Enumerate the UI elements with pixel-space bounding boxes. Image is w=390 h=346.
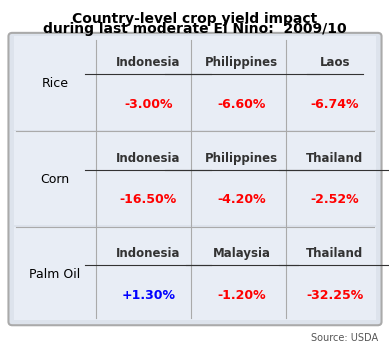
Text: Indonesia: Indonesia	[116, 56, 181, 70]
Text: -6.60%: -6.60%	[218, 98, 266, 111]
Text: -16.50%: -16.50%	[120, 193, 177, 207]
Text: Corn: Corn	[41, 173, 70, 185]
Bar	[14, 36, 376, 130]
Text: -4.20%: -4.20%	[217, 193, 266, 207]
Text: Thailand: Thailand	[306, 152, 363, 165]
Text: during last moderate El Nino:  2009/10: during last moderate El Nino: 2009/10	[43, 22, 347, 36]
Bar	[14, 131, 376, 225]
Bar	[14, 227, 376, 320]
Text: Country-level crop yield impact: Country-level crop yield impact	[73, 12, 317, 26]
Text: Indonesia: Indonesia	[116, 247, 181, 260]
Text: Rice: Rice	[42, 78, 69, 90]
Text: -1.20%: -1.20%	[217, 289, 266, 302]
Text: Malaysia: Malaysia	[213, 247, 271, 260]
Text: Source: USDA: Source: USDA	[310, 333, 378, 343]
FancyBboxPatch shape	[9, 33, 381, 325]
Text: Palm Oil: Palm Oil	[30, 268, 81, 281]
Text: -2.52%: -2.52%	[310, 193, 359, 207]
Text: Philippines: Philippines	[205, 152, 278, 165]
Text: +1.30%: +1.30%	[121, 289, 176, 302]
Text: Thailand: Thailand	[306, 247, 363, 260]
Text: -3.00%: -3.00%	[124, 98, 173, 111]
Text: -6.74%: -6.74%	[311, 98, 359, 111]
Text: Philippines: Philippines	[205, 56, 278, 70]
Text: Indonesia: Indonesia	[116, 152, 181, 165]
Text: Laos: Laos	[320, 56, 350, 70]
Text: -32.25%: -32.25%	[306, 289, 363, 302]
